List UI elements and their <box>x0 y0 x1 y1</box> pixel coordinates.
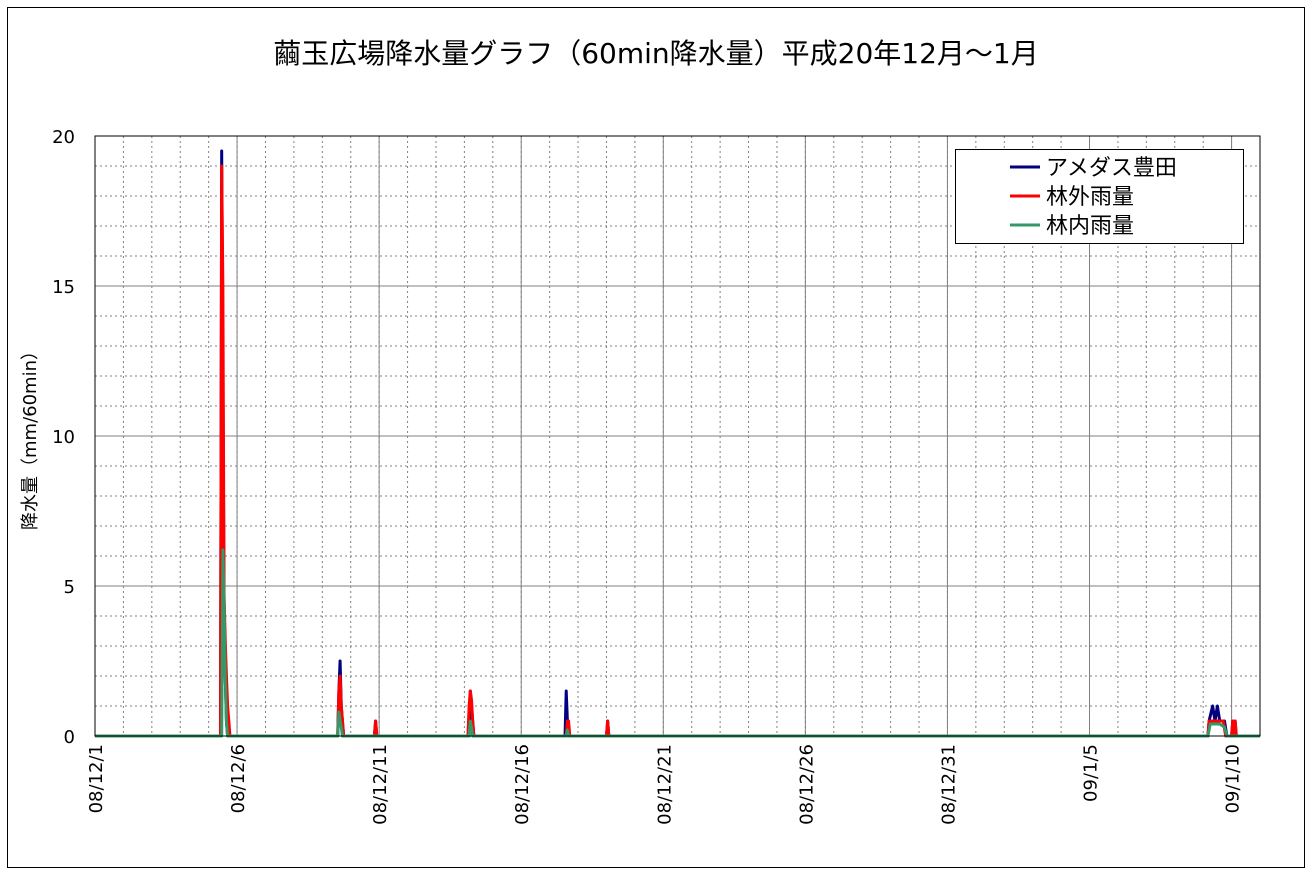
chart-title: 繭玉広場降水量グラフ（60min降水量）平成20年12月～1月 <box>273 37 1039 70</box>
legend-box <box>955 149 1244 244</box>
series-line-3 <box>95 548 1260 738</box>
legend-label: アメダス豊田 <box>1046 156 1177 181</box>
x-tick-label: 08/12/26 <box>796 744 817 825</box>
grid-layer <box>95 136 1260 736</box>
y-tick-label: 0 <box>64 727 75 748</box>
x-tick-label: 09/1/5 <box>1081 744 1102 802</box>
plot-border <box>94 135 1261 737</box>
y-tick-label: 10 <box>52 427 75 448</box>
y-axis-title: 降水量（mm/60min） <box>20 342 41 530</box>
x-tick-label: 08/12/1 <box>86 744 107 813</box>
x-tick-label: 08/12/6 <box>228 744 249 813</box>
y-tick-labels: 0 5 10 15 20 <box>52 127 75 748</box>
y-tick-label: 15 <box>52 277 75 298</box>
x-tick-labels: 08/12/1 08/12/6 08/12/11 08/12/16 08/12/21 08… <box>86 744 1244 825</box>
x-tick-label: 08/12/31 <box>938 744 959 825</box>
x-tick-label: 08/12/16 <box>512 744 533 825</box>
x-tick-label: 08/12/11 <box>370 744 391 825</box>
y-tick-label: 5 <box>64 577 75 598</box>
series-line-2 <box>95 164 1260 738</box>
legend-label: 林内雨量 <box>1046 214 1134 239</box>
x-tick-label: 09/1/10 <box>1223 744 1244 813</box>
legend-label: 林外雨量 <box>1046 185 1134 210</box>
x-tick-label: 08/12/21 <box>654 744 675 825</box>
y-tick-label: 20 <box>52 127 75 148</box>
